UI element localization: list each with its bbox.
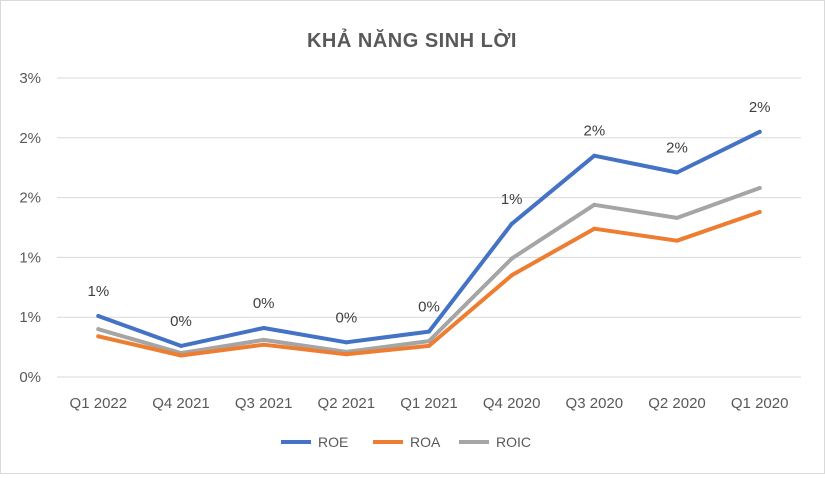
x-tick-label: Q3 2020 [566,395,624,412]
x-tick-label: Q4 2020 [483,395,541,412]
data-point-roa [675,238,679,243]
data-point-roa [427,343,431,348]
x-tick-label: Q3 2021 [235,395,293,412]
y-tick-label: 1% [19,249,41,266]
series-line-roa [96,210,762,358]
data-label: 2% [749,99,771,116]
data-point-roe [757,129,762,134]
y-tick-label: 1% [19,309,41,326]
data-point-roe [675,170,679,175]
x-tick-label: Q1 2020 [731,395,789,412]
data-point-roic [757,186,762,191]
data-point-roe [427,329,431,334]
gridlines [57,77,801,378]
data-point-roic [509,256,514,261]
data-point-roa [592,226,597,231]
legend: ROE ROA ROIC [281,434,531,450]
y-tick-label: 0% [19,369,41,386]
x-axis-labels: Q1 2022 Q4 2021 Q3 2021 Q2 2021 Q1 2021 Q4 20… [70,395,789,412]
data-labels: 1% 0% 0% 0% 0% 1% 2% 2% 2% [87,99,770,330]
data-point-roic [592,202,597,207]
data-label: 0% [253,295,275,312]
data-label: 1% [501,191,523,208]
data-point-roe [592,153,597,158]
data-label: 0% [335,309,357,326]
data-point-roic [261,337,266,342]
data-point-roe [179,343,183,348]
x-tick-label: Q2 2020 [648,395,706,412]
data-point-roa [261,342,266,347]
data-label: 0% [418,299,440,316]
x-tick-label: Q1 2021 [400,395,458,412]
series-lines [96,129,762,358]
data-label: 1% [87,283,109,300]
data-point-roa [96,334,101,339]
data-point-roic [427,339,431,344]
data-point-roe [96,314,101,319]
y-tick-label: 3% [19,70,41,87]
data-label: 2% [666,139,688,156]
x-tick-label: Q1 2022 [70,395,128,412]
x-tick-label: Q4 2021 [152,395,210,412]
y-tick-label: 2% [19,130,41,147]
data-label: 2% [583,123,605,140]
legend-label-roe: ROE [318,434,348,450]
data-point-roic [96,327,101,332]
legend-label-roic: ROIC [496,434,531,450]
chart-title: KHẢ NĂNG SINH LỜI [307,28,517,52]
data-point-roe [261,325,266,330]
data-point-roa [757,209,762,214]
data-point-roa [344,352,349,357]
data-point-roe [509,221,514,226]
x-tick-label: Q2 2021 [318,395,376,412]
data-label: 0% [170,313,192,330]
y-axis-labels: 0% 1% 1% 2% 2% 3% [19,70,41,386]
data-point-roe [344,340,349,345]
data-point-roa [509,273,514,278]
legend-label-roa: ROA [410,434,441,450]
data-point-roa [179,353,183,358]
y-tick-label: 2% [19,190,41,207]
data-point-roic [675,215,679,220]
